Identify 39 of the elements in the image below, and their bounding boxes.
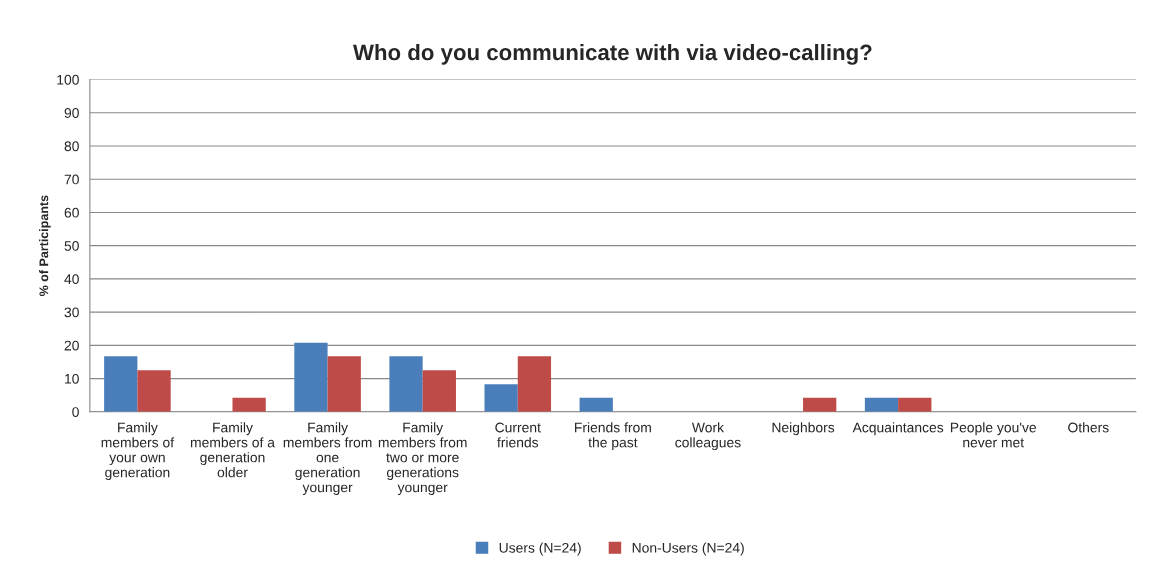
bar (517, 356, 552, 412)
y-tick-label: 30 (64, 307, 79, 318)
bar (484, 384, 518, 412)
x-tick-label: Family members from two or more generations younger (378, 422, 467, 495)
x-tick-label: Current friends (495, 422, 541, 448)
x-tick-label: People you've never met (950, 422, 1037, 448)
y-tick-label: 40 (64, 274, 79, 285)
bar (137, 370, 171, 412)
bar (232, 397, 266, 412)
x-tick-label: Neighbors (772, 422, 835, 436)
bar (389, 356, 423, 412)
bar (803, 397, 837, 412)
legend-label: Non-Users (N=24) (632, 542, 744, 556)
y-tick-label: 70 (64, 174, 79, 185)
y-tick-label: 0 (72, 407, 79, 417)
bar (579, 397, 613, 412)
chart-title: Who do you communicate with via video-calling? (353, 43, 872, 65)
legend-label: Users (N=24) (499, 542, 581, 556)
y-tick-label: 80 (64, 141, 79, 152)
y-tick-label: 90 (64, 108, 79, 118)
x-tick-label: Friends from the past (575, 422, 651, 451)
y-tick-label: 100 (57, 74, 79, 85)
bar (294, 342, 328, 412)
bar (327, 356, 361, 412)
x-tick-label: Family members from one generation younger (283, 422, 372, 495)
y-axis-title: % of Participants (39, 195, 51, 297)
x-tick-label: Work colleagues (675, 422, 741, 451)
bar (104, 356, 138, 412)
bar (422, 370, 456, 412)
x-tick-label: Family members of a generation older (190, 422, 275, 478)
y-tick-label: 10 (65, 373, 79, 384)
x-tick-label: Acquaintances (852, 422, 944, 436)
y-tick-label: 60 (64, 207, 79, 218)
bar (864, 397, 899, 412)
y-tick-label: 50 (64, 240, 79, 251)
x-tick-label: Others (1068, 422, 1109, 433)
bar (898, 397, 932, 412)
y-tick-label: 20 (64, 340, 79, 351)
x-tick-label: Family members of your own generation (101, 422, 175, 481)
